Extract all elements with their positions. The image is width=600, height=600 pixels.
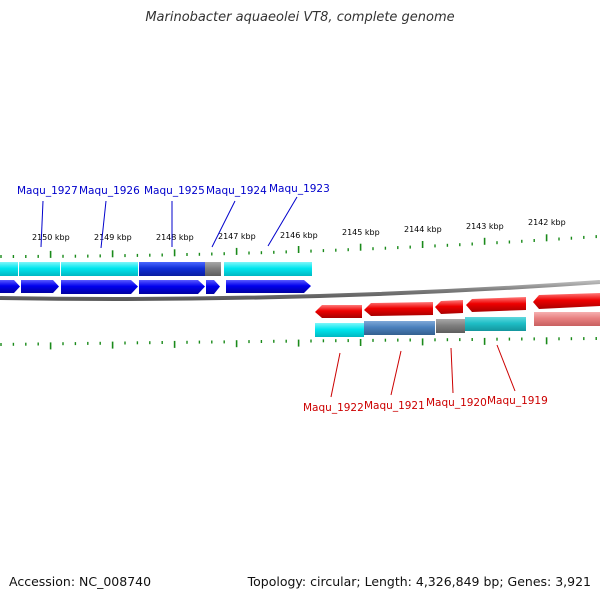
scale-label-2145: 2145 kbp <box>342 228 380 237</box>
leader-line <box>267 196 298 247</box>
scale-ticks-lower <box>0 337 597 350</box>
gene-label-maqu-1925[interactable]: Maqu_1925 <box>144 185 205 197</box>
reverse-gene-arrow[interactable] <box>466 297 526 312</box>
gene-label-maqu-1927[interactable]: Maqu_1927 <box>17 185 78 197</box>
accession-text: Accession: NC_008740 <box>9 574 152 589</box>
leader-line <box>211 200 236 248</box>
gene-label-maqu-1923[interactable]: Maqu_1923 <box>269 183 330 195</box>
gene-label-maqu-1920[interactable]: Maqu_1920 <box>426 397 487 409</box>
forward-gene-labels: Maqu_1927 Maqu_1926 Maqu_1925 Maqu_1924 … <box>17 183 330 249</box>
gene-label-maqu-1919[interactable]: Maqu_1919 <box>487 395 548 407</box>
leader-line <box>390 350 402 396</box>
gene-label-maqu-1921[interactable]: Maqu_1921 <box>364 400 425 412</box>
feature-block <box>61 262 138 276</box>
reverse-gene-arrow[interactable] <box>533 293 600 309</box>
forward-gene-arrow[interactable] <box>0 280 20 293</box>
reverse-feature-track <box>315 312 600 337</box>
feature-block <box>224 262 312 276</box>
leader-line <box>496 344 516 392</box>
forward-gene-arrows <box>0 280 311 294</box>
scale-label-2144: 2144 kbp <box>404 225 442 234</box>
leader-line <box>40 200 44 248</box>
forward-gene-arrow[interactable] <box>226 280 311 293</box>
scale-label-2142: 2142 kbp <box>528 218 566 227</box>
forward-gene-arrow[interactable] <box>21 280 59 293</box>
scale-label-2143: 2143 kbp <box>466 222 504 231</box>
reverse-gene-arrow[interactable] <box>364 302 433 316</box>
reverse-gene-arrow[interactable] <box>315 305 362 318</box>
feature-block <box>465 317 526 331</box>
feature-block <box>364 321 435 335</box>
forward-gene-arrow[interactable] <box>139 280 205 294</box>
genome-backbone <box>0 280 600 301</box>
scale-label-2150: 2150 kbp <box>32 233 70 242</box>
scale-label-2148: 2148 kbp <box>156 233 194 242</box>
feature-block <box>139 262 205 276</box>
gene-label-maqu-1922[interactable]: Maqu_1922 <box>303 402 364 414</box>
scale-label-2149: 2149 kbp <box>94 233 132 242</box>
scale-ticks-upper <box>0 234 597 258</box>
reverse-gene-arrow[interactable] <box>435 300 463 314</box>
scale-label-2146: 2146 kbp <box>280 231 318 240</box>
reverse-gene-labels: Maqu_1922 Maqu_1921 Maqu_1920 Maqu_1919 <box>303 344 548 414</box>
forward-feature-track <box>0 262 312 276</box>
feature-block <box>315 323 364 337</box>
forward-gene-arrow[interactable] <box>206 280 220 294</box>
feature-block <box>205 262 221 276</box>
leader-line <box>450 347 454 394</box>
leader-line <box>330 352 341 398</box>
feature-block <box>19 262 60 276</box>
feature-block <box>0 262 18 276</box>
scale-labels: 2150 kbp 2149 kbp 2148 kbp 2147 kbp 2146… <box>32 218 566 242</box>
gene-label-maqu-1926[interactable]: Maqu_1926 <box>79 185 140 197</box>
scale-label-2147: 2147 kbp <box>218 232 256 241</box>
map-title: Marinobacter aquaeolei VT8, complete gen… <box>145 10 455 25</box>
feature-block <box>436 319 465 333</box>
topology-text: Topology: circular; Length: 4,326,849 bp… <box>247 574 591 589</box>
leader-line <box>100 200 107 249</box>
feature-block <box>534 312 600 326</box>
reverse-gene-arrows <box>315 293 600 318</box>
forward-gene-arrow[interactable] <box>61 280 138 294</box>
gene-label-maqu-1924[interactable]: Maqu_1924 <box>206 185 267 197</box>
